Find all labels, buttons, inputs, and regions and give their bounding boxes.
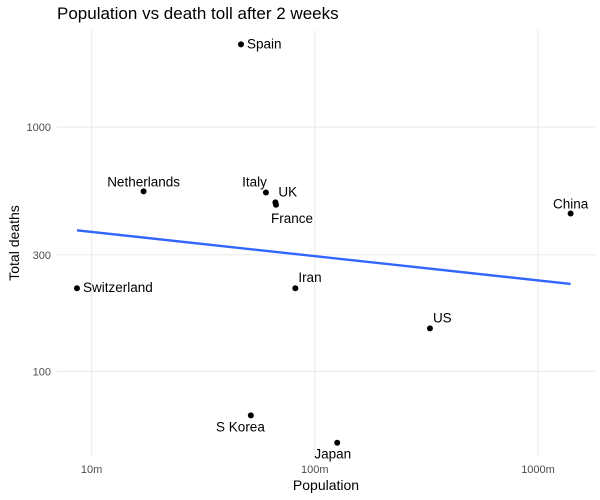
data-point-switzerland bbox=[73, 285, 80, 292]
x-tick-label: 10m bbox=[81, 464, 102, 476]
y-tick-label: 300 bbox=[33, 250, 51, 262]
data-point-china bbox=[567, 210, 574, 217]
x-axis-title: Population bbox=[293, 477, 359, 493]
data-point-japan bbox=[334, 439, 341, 446]
y-axis-title: Total deaths bbox=[6, 205, 22, 281]
data-point-italy bbox=[262, 189, 269, 196]
point-label-china: China bbox=[553, 196, 589, 211]
point-label-s-korea: S Korea bbox=[216, 419, 265, 434]
point-label-france: France bbox=[271, 211, 313, 226]
data-point-us bbox=[426, 325, 433, 332]
trend-line bbox=[76, 229, 571, 286]
data-point-iran bbox=[292, 285, 299, 292]
y-tick-label: 1000 bbox=[27, 122, 51, 134]
data-point-netherlands bbox=[140, 188, 147, 195]
point-label-us: US bbox=[433, 310, 452, 325]
point-label-uk: UK bbox=[278, 184, 297, 199]
data-point-s-korea bbox=[247, 412, 254, 419]
point-label-japan: Japan bbox=[314, 447, 351, 462]
data-point-france bbox=[272, 201, 279, 208]
point-label-spain: Spain bbox=[247, 36, 282, 51]
x-tick-label: 1000m bbox=[521, 464, 555, 476]
point-label-italy: Italy bbox=[242, 175, 267, 190]
point-label-switzerland: Switzerland bbox=[83, 280, 153, 295]
chart-title: Population vs death toll after 2 weeks bbox=[57, 4, 339, 23]
point-label-netherlands: Netherlands bbox=[107, 174, 180, 189]
data-point-spain bbox=[237, 41, 244, 48]
x-tick-label: 100m bbox=[301, 464, 329, 476]
y-tick-label: 100 bbox=[33, 366, 51, 378]
point-label-iran: Iran bbox=[298, 270, 321, 285]
